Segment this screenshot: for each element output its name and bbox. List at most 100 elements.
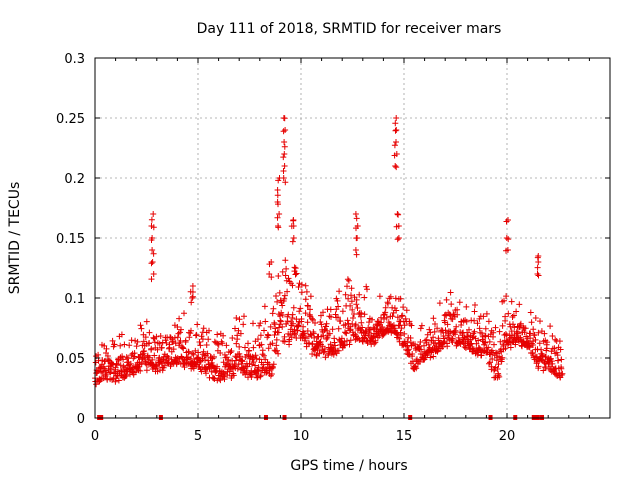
data-point xyxy=(188,327,194,334)
data-point xyxy=(443,296,450,303)
data-point xyxy=(279,302,286,309)
y-tick-label: 0 xyxy=(77,412,85,427)
data-point xyxy=(342,291,349,298)
data-point xyxy=(327,306,334,313)
data-point xyxy=(359,338,366,345)
data-point xyxy=(148,276,155,283)
data-point xyxy=(349,306,356,313)
data-point xyxy=(496,373,503,380)
data-point xyxy=(148,345,155,352)
data-point xyxy=(242,344,248,351)
data-point xyxy=(417,339,424,345)
data-point xyxy=(406,318,413,325)
data-point xyxy=(95,357,102,364)
data-point xyxy=(273,293,279,299)
data-point xyxy=(174,324,181,330)
data-point xyxy=(273,336,280,343)
data-point xyxy=(353,215,360,222)
data-point xyxy=(335,325,342,332)
data-point xyxy=(408,322,415,329)
data-point xyxy=(418,346,425,353)
data-point xyxy=(394,314,401,321)
data-point xyxy=(279,323,286,330)
data-point xyxy=(170,346,177,353)
data-point xyxy=(236,316,243,323)
data-point xyxy=(256,322,263,329)
data-point xyxy=(341,342,348,349)
data-point xyxy=(447,312,454,319)
data-point xyxy=(403,307,410,314)
data-point xyxy=(522,325,529,332)
data-point xyxy=(449,335,456,342)
data-point xyxy=(509,314,516,320)
data-point xyxy=(393,307,400,314)
data-point xyxy=(389,313,396,320)
data-point xyxy=(289,282,296,289)
data-points xyxy=(92,115,566,388)
data-point xyxy=(423,336,430,343)
data-point xyxy=(288,223,295,230)
data-point xyxy=(456,299,463,306)
data-point xyxy=(534,346,541,353)
data-point xyxy=(391,142,398,149)
data-point xyxy=(158,344,165,351)
data-point xyxy=(274,192,281,199)
data-point xyxy=(505,236,512,243)
data-point xyxy=(413,365,420,372)
data-point xyxy=(399,312,406,319)
data-point xyxy=(530,326,537,333)
x-tick-label: 20 xyxy=(499,429,516,444)
data-point xyxy=(139,351,146,358)
data-point xyxy=(476,315,483,322)
data-point xyxy=(241,313,247,320)
data-point xyxy=(499,322,506,329)
data-point xyxy=(361,311,368,318)
data-point xyxy=(148,216,155,223)
data-point xyxy=(117,342,124,349)
data-point xyxy=(393,164,400,171)
data-point xyxy=(184,354,191,360)
data-point xyxy=(230,372,237,379)
data-point xyxy=(203,342,210,348)
data-point xyxy=(283,265,290,272)
data-point xyxy=(463,318,470,325)
x-tick-label: 10 xyxy=(293,429,310,444)
data-point xyxy=(486,360,492,367)
data-point xyxy=(181,310,187,317)
data-point xyxy=(556,338,563,345)
data-point xyxy=(541,359,548,365)
data-point xyxy=(285,275,292,282)
data-point xyxy=(516,301,523,308)
data-point xyxy=(275,350,282,357)
data-point xyxy=(508,298,515,305)
data-point xyxy=(303,288,310,295)
data-point xyxy=(430,315,437,322)
data-point xyxy=(133,343,140,350)
data-point xyxy=(466,326,472,333)
data-point xyxy=(270,361,277,368)
data-point xyxy=(405,346,412,353)
data-point xyxy=(228,348,235,354)
data-point xyxy=(281,139,288,145)
data-point xyxy=(137,367,144,374)
data-point xyxy=(143,367,150,374)
data-point xyxy=(453,323,460,330)
data-point xyxy=(343,330,350,337)
data-point xyxy=(268,371,275,377)
data-point xyxy=(387,293,394,300)
data-point xyxy=(290,217,297,224)
data-point xyxy=(472,302,478,308)
data-point xyxy=(469,334,476,341)
data-point xyxy=(372,339,379,346)
data-point xyxy=(174,334,181,341)
data-point xyxy=(482,325,489,332)
data-point xyxy=(392,127,399,134)
data-point xyxy=(103,370,110,376)
data-point xyxy=(232,325,238,332)
data-point xyxy=(268,274,275,281)
data-point xyxy=(318,321,325,328)
data-point xyxy=(178,326,184,333)
data-point xyxy=(210,375,217,382)
data-point xyxy=(146,354,153,361)
data-point xyxy=(448,301,455,308)
